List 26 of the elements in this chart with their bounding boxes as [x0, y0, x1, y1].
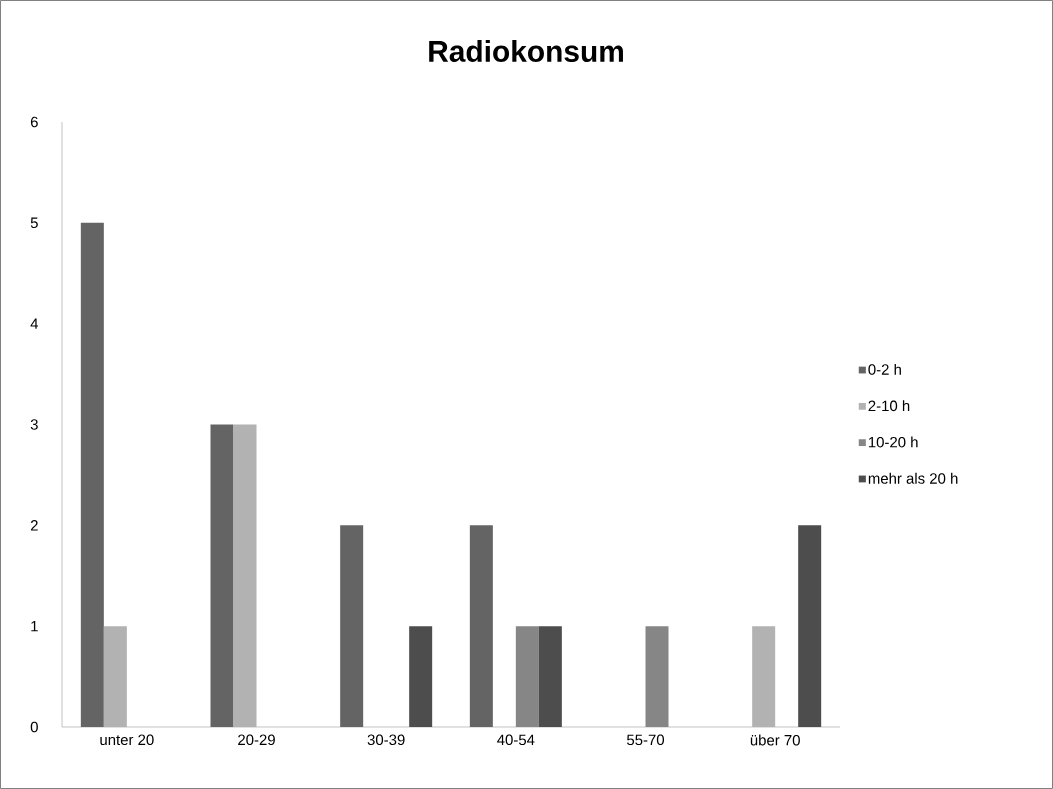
legend-label: 10-20 h [868, 436, 918, 448]
y-tick-label: 3 [30, 419, 38, 430]
bar [103, 626, 127, 727]
x-tick-label: 40-54 [497, 734, 535, 746]
y-tick-label: 0 [30, 721, 38, 733]
chart-title: Radiokonsum [429, 40, 623, 62]
legend-label: mehr als 20 h [868, 472, 958, 484]
y-tick-label: 6 [30, 116, 38, 128]
x-tick-label: 30-39 [367, 734, 405, 746]
x-tick-label: 20-29 [238, 734, 275, 746]
y-tick-label: 2 [30, 520, 38, 531]
legend-label: 0-2 h [868, 363, 901, 375]
x-tick-label: unter 20 [100, 734, 154, 746]
bar [798, 525, 822, 727]
legend-label: 2-10 h [868, 400, 910, 412]
bar [645, 626, 669, 727]
bar [409, 626, 433, 727]
y-tick-label: 1 [31, 621, 38, 632]
bar [538, 626, 562, 727]
bar [515, 626, 539, 727]
y-tick-label: 4 [30, 318, 39, 329]
x-tick-label: 55-70 [626, 734, 665, 746]
bar [233, 424, 257, 727]
bar [752, 626, 776, 727]
x-tick-label: über 70 [750, 734, 800, 746]
y-tick-label: 5 [30, 217, 38, 229]
